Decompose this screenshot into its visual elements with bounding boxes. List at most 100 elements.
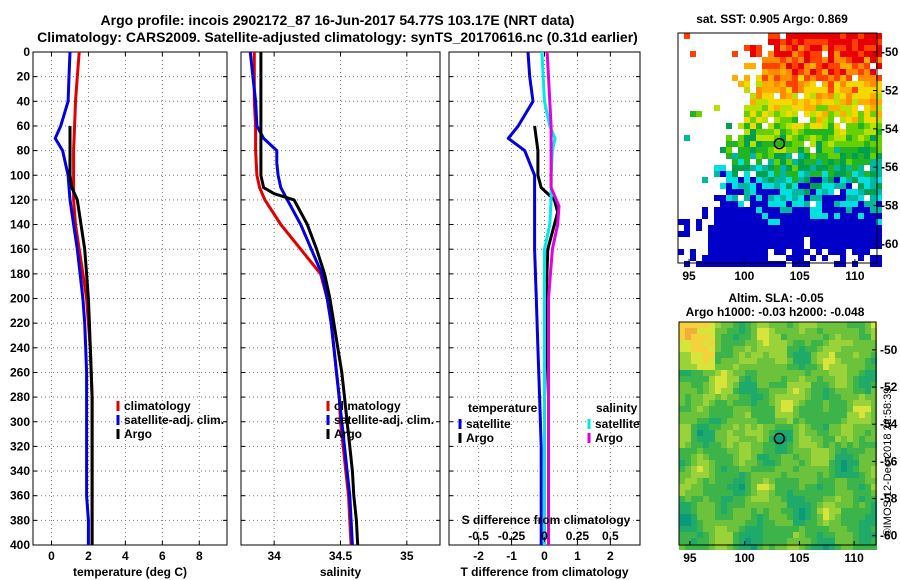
sla-cell xyxy=(859,520,865,526)
sst-cell xyxy=(828,195,834,201)
sla-cell xyxy=(859,496,865,502)
sla-cell xyxy=(733,484,739,490)
sla-cell xyxy=(679,406,685,412)
sst-cell xyxy=(798,51,804,57)
sla-cell xyxy=(823,514,829,520)
sst-cell xyxy=(798,165,804,171)
sst-cell xyxy=(816,171,822,177)
sla-cell xyxy=(727,526,733,532)
sst-cell xyxy=(732,195,738,201)
chart-title-line1: Argo profile: incois 2902172_87 16-Jun-2… xyxy=(100,12,575,28)
sla-cell xyxy=(859,370,865,376)
sla-cell xyxy=(697,496,703,502)
sla-cell xyxy=(703,454,709,460)
sla-cell xyxy=(739,484,745,490)
sst-cell xyxy=(864,111,870,117)
sst-cell xyxy=(864,57,870,63)
sla-cell xyxy=(859,412,865,418)
sla-cell xyxy=(703,424,709,430)
sst-cell xyxy=(864,45,870,51)
sst-cell xyxy=(864,135,870,141)
sst-cell xyxy=(834,135,840,141)
sst-cell xyxy=(876,183,882,189)
sla-cell xyxy=(859,484,865,490)
sst-cell xyxy=(822,99,828,105)
map-y-tick-label: -56 xyxy=(881,160,899,174)
sst-cell xyxy=(852,165,858,171)
sla-cell xyxy=(841,496,847,502)
sst-cell xyxy=(876,255,882,261)
sst-cell xyxy=(870,117,876,123)
sst-cell xyxy=(816,39,822,45)
sla-cell xyxy=(709,454,715,460)
sst-cell xyxy=(840,129,846,135)
sst-cell xyxy=(804,195,810,201)
sla-cell xyxy=(679,532,685,538)
sla-cell xyxy=(775,544,781,550)
sla-cell xyxy=(841,454,847,460)
sla-cell xyxy=(823,526,829,532)
sla-cell xyxy=(721,508,727,514)
sst-cell xyxy=(798,87,804,93)
sst-cell xyxy=(876,81,882,87)
sla-cell xyxy=(691,442,697,448)
sst-cell xyxy=(762,105,768,111)
sla-cell xyxy=(703,526,709,532)
sst-cell xyxy=(768,153,774,159)
sla-cell xyxy=(865,340,871,346)
sst-cell xyxy=(840,207,846,213)
sla-cell xyxy=(799,490,805,496)
sla-cell xyxy=(745,352,751,358)
sla-cell xyxy=(865,454,871,460)
sla-cell xyxy=(697,544,703,550)
sla-cell xyxy=(715,532,721,538)
sla-cell xyxy=(739,376,745,382)
sst-cell xyxy=(744,219,750,225)
sst-cell xyxy=(870,225,876,231)
x-tick-label: 0 xyxy=(541,549,548,563)
sst-cell xyxy=(792,123,798,129)
sla-cell xyxy=(799,496,805,502)
sla-cell xyxy=(745,376,751,382)
sla-cell xyxy=(721,358,727,364)
sla-cell xyxy=(793,412,799,418)
sla-cell xyxy=(679,370,685,376)
sst-cell xyxy=(870,213,876,219)
sla-cell xyxy=(829,508,835,514)
sst-cell xyxy=(852,99,858,105)
sla-cell xyxy=(775,520,781,526)
sla-cell xyxy=(775,490,781,496)
sla-cell xyxy=(865,394,871,400)
sla-cell xyxy=(817,490,823,496)
sla-cell xyxy=(817,472,823,478)
sst-cell xyxy=(786,45,792,51)
sst-cell xyxy=(798,225,804,231)
sla-cell xyxy=(685,520,691,526)
sla-cell xyxy=(709,508,715,514)
y-tick-label: 200 xyxy=(10,292,30,306)
sla-cell xyxy=(829,406,835,412)
sla-cell xyxy=(757,358,763,364)
sst-cell xyxy=(864,159,870,165)
sla-cell xyxy=(859,526,865,532)
sla-cell xyxy=(793,328,799,334)
sla-cell xyxy=(829,388,835,394)
sla-cell xyxy=(829,538,835,544)
sla-cell xyxy=(835,412,841,418)
sla-cell xyxy=(721,442,727,448)
argo-position-marker xyxy=(773,137,786,150)
sla-cell xyxy=(709,340,715,346)
sla-cell xyxy=(775,526,781,532)
sla-cell xyxy=(697,424,703,430)
sst-cell xyxy=(822,165,828,171)
sst-cell xyxy=(864,123,870,129)
sla-cell xyxy=(787,328,793,334)
sst-cell xyxy=(774,63,780,69)
sla-cell xyxy=(715,370,721,376)
sst-cell xyxy=(822,153,828,159)
sst-cell xyxy=(852,87,858,93)
sla-cell xyxy=(871,448,877,454)
sst-cell xyxy=(726,213,732,219)
sla-cell xyxy=(823,460,829,466)
sla-cell xyxy=(871,442,877,448)
